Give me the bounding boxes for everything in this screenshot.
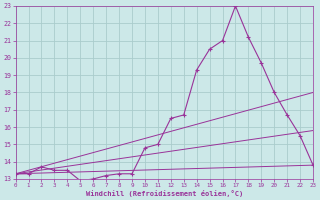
- X-axis label: Windchill (Refroidissement éolien,°C): Windchill (Refroidissement éolien,°C): [86, 190, 243, 197]
